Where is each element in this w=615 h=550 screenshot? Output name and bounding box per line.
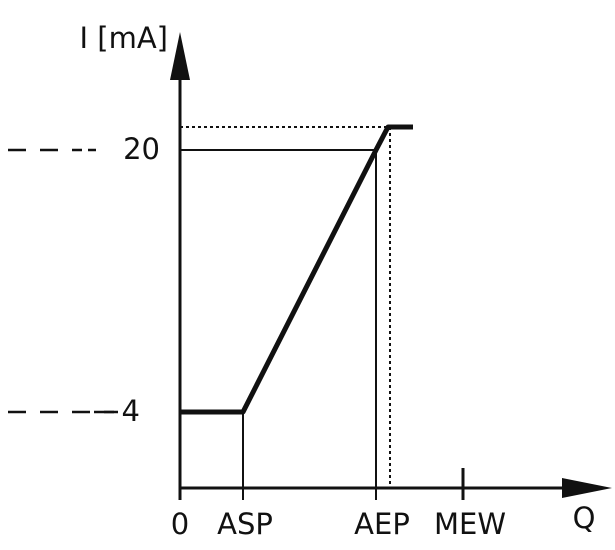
x-label: ASP	[217, 507, 273, 541]
x-label: 0	[171, 507, 189, 541]
x-arrow	[562, 478, 612, 498]
x-label: AEP	[354, 507, 410, 541]
output-curve	[180, 124, 413, 415]
y-label: 20	[123, 132, 160, 166]
y-axis-label: I [mA]	[80, 21, 169, 55]
x-axis-label: Q	[573, 501, 596, 535]
y-label: 4	[122, 394, 140, 428]
y-arrow	[170, 32, 190, 80]
x-label: MEW	[434, 507, 506, 541]
